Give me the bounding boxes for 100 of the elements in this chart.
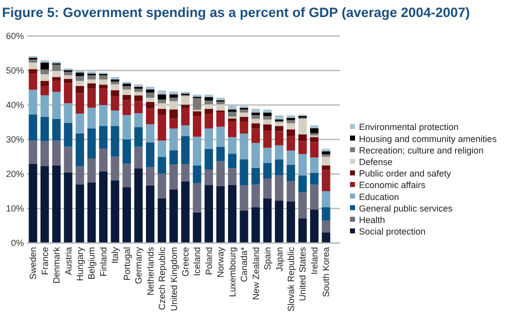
bar xyxy=(274,145,284,160)
bar xyxy=(263,198,272,243)
bar xyxy=(298,192,307,219)
bar xyxy=(64,103,72,123)
bar xyxy=(52,80,61,92)
bar xyxy=(322,220,330,232)
x-tick-label: Greece xyxy=(180,247,191,277)
x-tick-label: Denmark xyxy=(52,246,62,284)
bar xyxy=(228,105,236,110)
bar xyxy=(122,100,131,116)
bar xyxy=(110,84,120,90)
bar xyxy=(181,104,190,108)
bar xyxy=(158,115,166,141)
bar xyxy=(169,94,178,98)
bar xyxy=(87,83,96,89)
bar xyxy=(40,60,49,63)
bar xyxy=(76,114,84,134)
bar xyxy=(146,108,154,124)
bar xyxy=(228,185,236,243)
bar xyxy=(240,122,248,134)
bar xyxy=(64,83,72,104)
bar xyxy=(251,115,260,119)
bar xyxy=(99,88,108,105)
bar xyxy=(134,168,143,243)
bar xyxy=(251,142,260,168)
legend-label: Defense xyxy=(359,156,393,167)
bar xyxy=(134,146,143,168)
bar xyxy=(28,90,38,114)
bar xyxy=(110,79,120,82)
bar xyxy=(40,74,49,81)
bar xyxy=(216,112,225,127)
bar xyxy=(286,129,296,136)
bar xyxy=(52,140,61,166)
bar xyxy=(286,136,296,151)
bar xyxy=(204,104,214,109)
x-tick-label: Netherlands xyxy=(145,246,156,296)
bar xyxy=(76,166,84,184)
bar xyxy=(216,186,225,243)
bar xyxy=(228,168,236,186)
bar xyxy=(251,108,260,113)
bar xyxy=(310,184,319,210)
bar xyxy=(204,97,214,101)
bar xyxy=(216,161,225,186)
bar xyxy=(274,175,284,201)
bar xyxy=(158,94,166,100)
bar xyxy=(274,160,284,176)
y-tick-label: 0% xyxy=(10,238,24,248)
bar xyxy=(216,126,225,147)
bar xyxy=(158,156,166,174)
legend-label: Housing and community amenities xyxy=(359,134,498,144)
bar xyxy=(122,89,131,95)
bar xyxy=(228,137,236,154)
bar xyxy=(146,102,154,109)
bar xyxy=(263,148,272,163)
bar xyxy=(99,84,108,89)
bar xyxy=(158,198,166,243)
bar xyxy=(263,124,272,131)
x-tick-label: South Korea xyxy=(321,247,332,298)
bar xyxy=(64,122,72,147)
bar xyxy=(322,191,330,208)
y-tick-label: 50% xyxy=(6,66,24,76)
bar xyxy=(76,76,84,81)
bar xyxy=(28,69,38,74)
bar xyxy=(192,98,202,110)
x-tick-label: Norway xyxy=(216,246,226,278)
bar xyxy=(146,185,154,243)
bar xyxy=(204,128,214,149)
bar xyxy=(40,95,49,117)
bar xyxy=(158,140,166,157)
bar xyxy=(228,154,236,168)
legend-label: Health xyxy=(359,214,386,225)
bar xyxy=(99,105,108,126)
bar xyxy=(263,116,272,120)
bar xyxy=(240,134,248,160)
bar xyxy=(134,101,143,114)
bar xyxy=(169,128,178,150)
bar xyxy=(76,86,84,94)
bar xyxy=(310,137,319,142)
x-tick-label: Belgium xyxy=(86,247,97,280)
bar xyxy=(169,92,178,94)
y-tick-label: 10% xyxy=(6,204,24,214)
bar xyxy=(240,185,248,211)
bar xyxy=(192,116,202,137)
bar xyxy=(286,115,296,118)
bar xyxy=(87,128,96,158)
bar xyxy=(286,164,296,182)
bar xyxy=(64,172,72,243)
bar xyxy=(263,112,272,116)
legend-label: Economic affairs xyxy=(359,180,426,190)
bar xyxy=(99,75,108,80)
bar xyxy=(286,181,296,202)
bar xyxy=(169,118,178,128)
bar xyxy=(204,170,214,186)
bar xyxy=(40,80,49,86)
bar xyxy=(204,94,214,98)
x-tick-label: Italy xyxy=(110,246,120,264)
bar xyxy=(76,133,84,166)
bar xyxy=(228,112,236,117)
bar xyxy=(40,62,49,70)
bar xyxy=(251,184,260,208)
